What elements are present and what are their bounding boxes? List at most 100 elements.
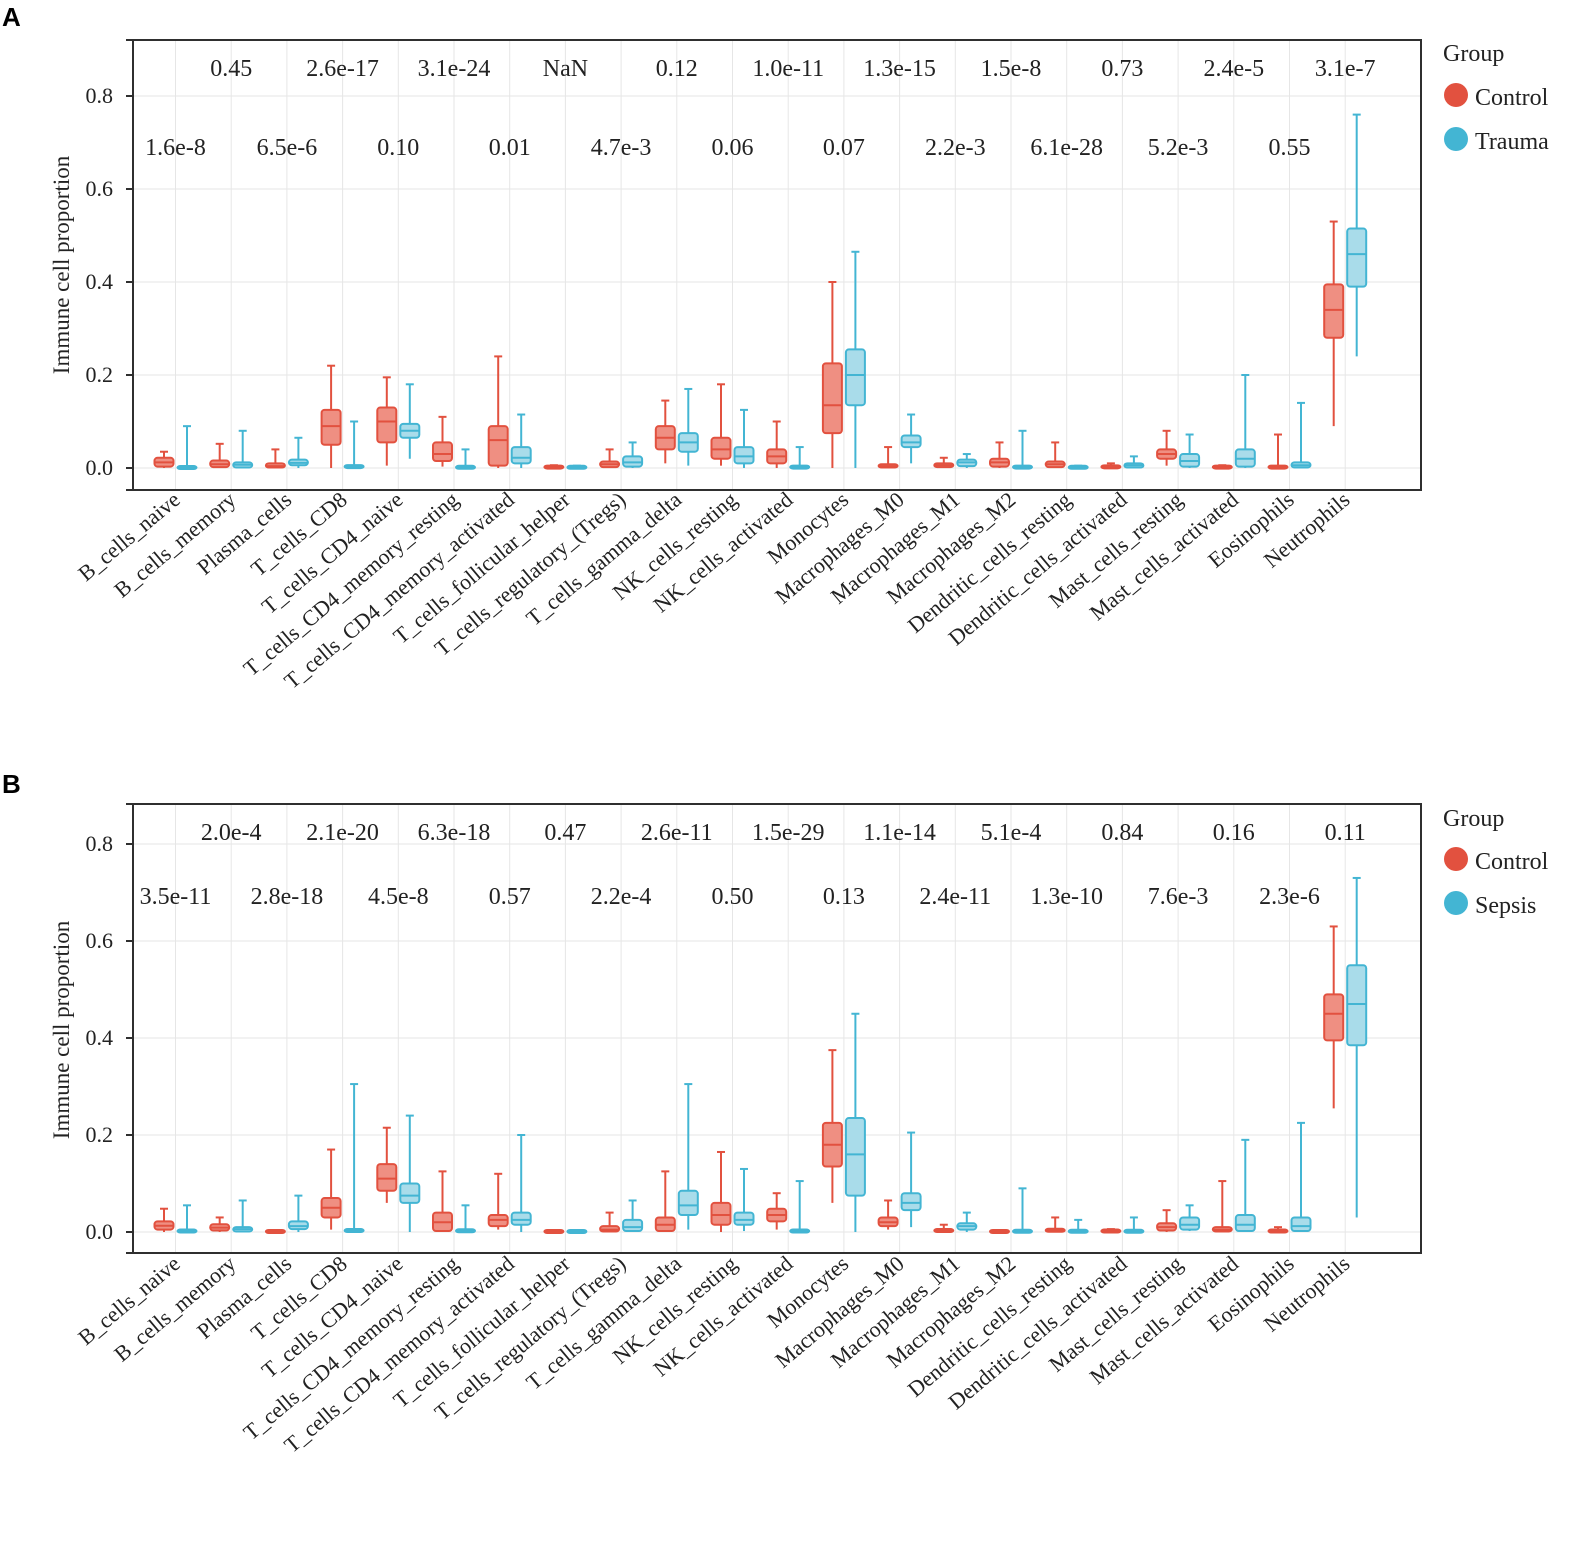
p-value: 0.13: [823, 884, 865, 910]
box-body: [1323, 283, 1345, 339]
y-tick-label: 0.0: [86, 1219, 114, 1244]
box-trauma-b-cells-naive: [176, 425, 198, 471]
legend-control-label: Control: [1475, 85, 1549, 111]
box-trauma-t-cells-cd4-naive: [399, 383, 421, 459]
y-axis-label: Immune cell proportion: [49, 155, 74, 374]
box-sepsis-neutrophils: [1346, 876, 1368, 1218]
box-sepsis-t-cells-cd8: [343, 1083, 365, 1234]
box-sepsis-t-cells-cd4-memory-activated: [510, 1134, 532, 1232]
box-control-macrophages-m0: [877, 1199, 899, 1230]
y-axis: 0.0 0.2 0.4 0.6 0.8: [86, 803, 133, 1254]
box-sepsis-dendritic-cells-resting: [1067, 1218, 1089, 1234]
legend-trauma-label: Trauma: [1475, 129, 1549, 155]
p-value: 1.0e-11: [752, 56, 824, 82]
p-value: 0.11: [1325, 820, 1366, 846]
y-tick-label: 0.0: [86, 455, 114, 480]
y-tick-label: 0.6: [86, 928, 114, 953]
x-axis-labels: B_cells_naiveB_cells_memoryPlasma_cellsT…: [73, 1250, 1354, 1457]
p-value: 2.4e-5: [1203, 56, 1264, 82]
box-sepsis-mast-cells-activated: [1234, 1138, 1256, 1233]
box-trauma-neutrophils: [1346, 113, 1368, 357]
box-control-b-cells-naive: [153, 450, 175, 468]
box-control-t-cells-gamma-delta: [654, 399, 676, 464]
box-body: [1290, 1216, 1312, 1233]
p-value: 2.0e-4: [201, 820, 262, 846]
box-sepsis-t-cells-cd4-memory-resting: [455, 1204, 476, 1234]
box-sepsis-macrophages-m1: [956, 1211, 978, 1232]
box-body: [1323, 993, 1345, 1042]
p-value: NaN: [543, 56, 588, 82]
box-control-macrophages-m0: [877, 446, 899, 469]
y-tick-label: 0.4: [86, 269, 114, 294]
box-trauma-t-cells-cd4-memory-resting: [455, 448, 476, 470]
boxplots: [153, 876, 1368, 1235]
box-body: [510, 1211, 532, 1226]
box-control-t-cells-cd4-memory-resting: [432, 1170, 453, 1233]
box-control-eosinophils: [1267, 1226, 1289, 1234]
box-sepsis-eosinophils: [1290, 1121, 1312, 1233]
p-value: 1.5e-8: [981, 56, 1042, 82]
p-value: 2.6e-11: [641, 820, 713, 846]
p-value: 3.1e-7: [1315, 56, 1376, 82]
p-value: 1.6e-8: [145, 135, 206, 161]
p-value: 0.01: [489, 135, 531, 161]
p-value: 0.06: [712, 135, 754, 161]
p-value: 4.7e-3: [591, 135, 652, 161]
box-control-monocytes: [821, 281, 843, 468]
p-value: 3.1e-24: [418, 56, 491, 82]
box-trauma-t-cells-regulatory-tregs-: [622, 441, 644, 468]
box-trauma-macrophages-m1: [956, 453, 978, 468]
box-control-t-cells-regulatory-tregs-: [599, 448, 621, 469]
box-trauma-b-cells-memory: [232, 429, 254, 469]
box-body: [1179, 1216, 1201, 1231]
box-body: [733, 446, 755, 465]
box-body: [622, 1218, 644, 1233]
y-tick-label: 0.8: [86, 831, 114, 856]
p-value: 2.6e-17: [306, 56, 379, 82]
grid-lines: [133, 40, 1421, 490]
box-sepsis-macrophages-m0: [900, 1131, 922, 1228]
box-control-dendritic-cells-resting: [1044, 1216, 1066, 1233]
box-control-t-cells-cd8: [320, 1148, 342, 1230]
box-control-dendritic-cells-resting: [1044, 441, 1066, 469]
plot-frame: [132, 39, 1422, 491]
plot-frame: [132, 803, 1422, 1254]
box-trauma-macrophages-m0: [900, 413, 922, 464]
box-trauma-mast-cells-activated: [1234, 374, 1256, 468]
box-body: [710, 436, 732, 460]
box-control-eosinophils: [1267, 433, 1289, 470]
y-tick-label: 0.4: [86, 1025, 114, 1050]
y-axis: 0.0 0.2 0.4 0.6 0.8: [86, 39, 133, 491]
p-value: 0.57: [489, 884, 531, 910]
box-control-macrophages-m1: [933, 1223, 955, 1234]
panel-letter: A: [2, 2, 21, 32]
box-body: [1346, 227, 1368, 288]
box-body: [1346, 964, 1368, 1047]
p-value: 2.8e-18: [251, 884, 324, 910]
p-value: 5.1e-4: [981, 820, 1042, 846]
box-body: [821, 362, 843, 435]
box-body: [376, 406, 398, 444]
p-value: 1.5e-29: [752, 820, 825, 846]
box-control-macrophages-m2: [989, 1229, 1010, 1235]
box-body: [677, 1189, 699, 1217]
p-values: 1.6e-8 0.45 6.5e-6 2.6e-17 0.10 3.1e-24 0.01 Na…: [145, 56, 1375, 161]
legend-sepsis-marker: [1444, 891, 1468, 915]
box-sepsis-monocytes: [844, 1012, 866, 1232]
box-body: [900, 434, 922, 449]
box-control-t-cells-cd4-memory-resting: [432, 415, 453, 467]
p-value: 2.1e-20: [306, 820, 379, 846]
p-value: 1.3e-15: [863, 56, 936, 82]
box-trauma-mast-cells-resting: [1179, 433, 1201, 468]
box-control-nk-cells-resting: [710, 383, 732, 466]
box-trauma-t-cells-cd8: [343, 420, 365, 470]
box-control-macrophages-m1: [933, 456, 955, 469]
box-body: [487, 425, 509, 467]
box-sepsis-dendritic-cells-activated: [1123, 1216, 1145, 1234]
p-value: 2.2e-4: [591, 884, 652, 910]
p-value: 5.2e-3: [1148, 135, 1209, 161]
p-value: 0.73: [1101, 56, 1143, 82]
panel-a: A Immune cell proportion 1.6e-8 0.45 6.5e-…: [2, 2, 1549, 694]
box-control-neutrophils: [1323, 925, 1345, 1109]
box-control-mast-cells-activated: [1211, 464, 1233, 470]
